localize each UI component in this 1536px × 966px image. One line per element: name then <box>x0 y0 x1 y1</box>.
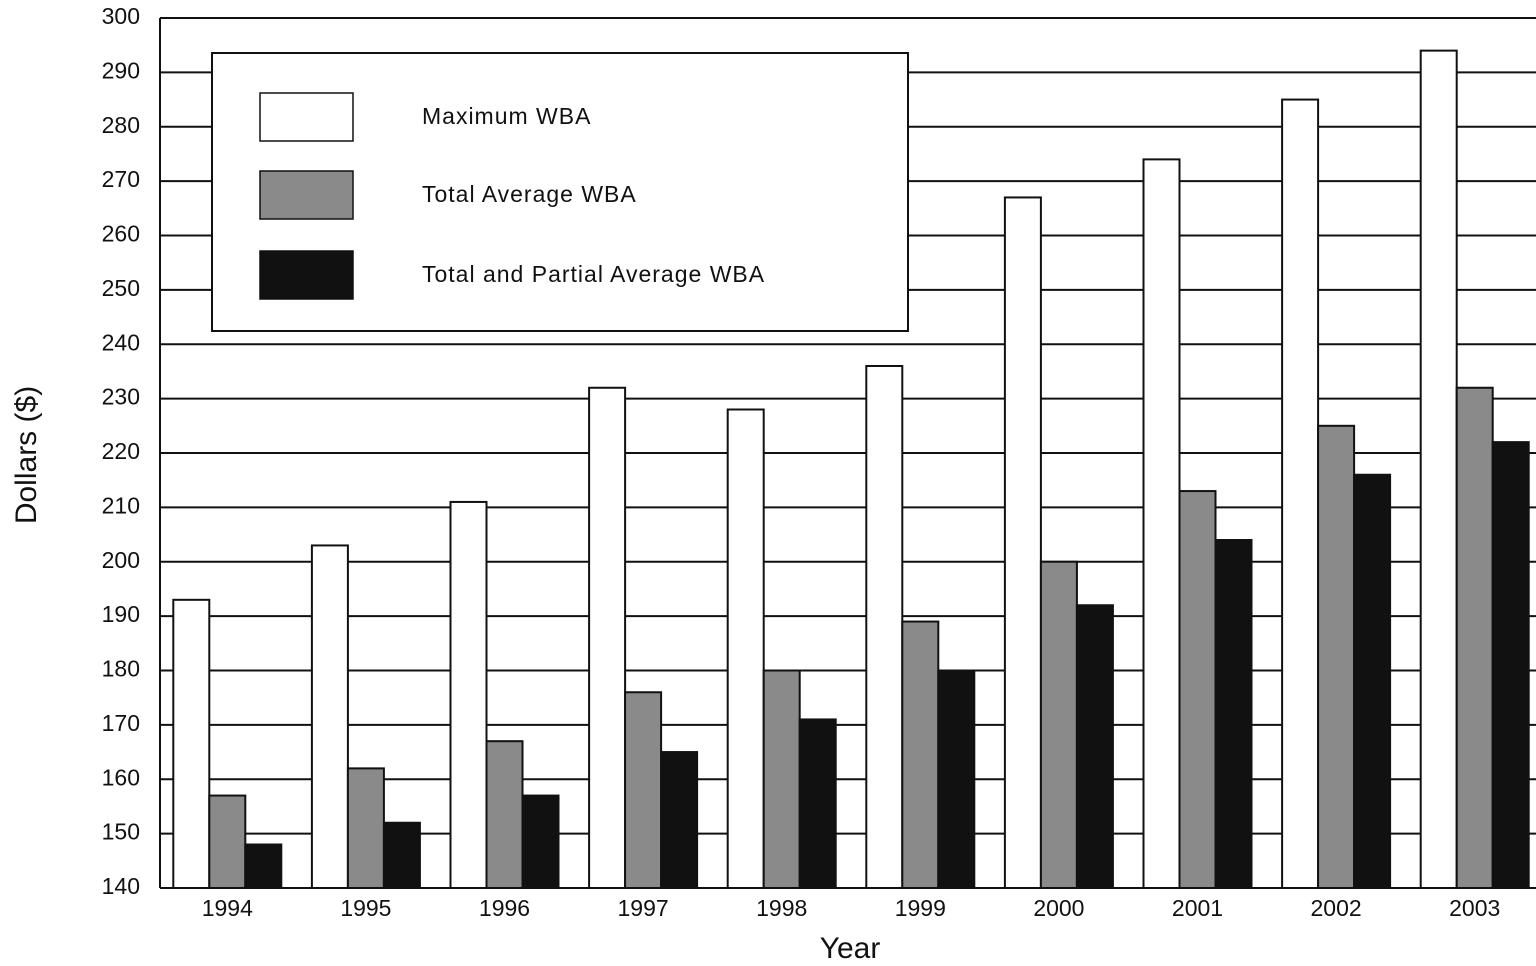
legend-swatch <box>259 92 354 142</box>
bar <box>1178 490 1217 889</box>
y-tick-label: 170 <box>102 710 140 736</box>
x-tick-label: 1994 <box>202 895 253 921</box>
x-tick-label: 1996 <box>479 895 530 921</box>
bar <box>1142 158 1181 889</box>
y-tick-label: 180 <box>102 656 140 682</box>
bar <box>660 751 699 889</box>
bar <box>310 544 349 889</box>
y-tick-label: 160 <box>102 764 140 790</box>
bar <box>1353 473 1392 889</box>
y-tick-label: 240 <box>102 329 140 355</box>
x-tick-label: 1997 <box>618 895 669 921</box>
bar <box>172 598 211 889</box>
bar <box>485 740 524 889</box>
bar <box>208 794 247 889</box>
y-axis-title: Dollars ($) <box>10 386 43 524</box>
bar <box>624 691 663 889</box>
bar <box>798 718 837 889</box>
bar <box>346 767 385 889</box>
bar <box>1039 560 1078 889</box>
x-tick-label: 2001 <box>1172 895 1223 921</box>
x-tick-label: 2000 <box>1033 895 1084 921</box>
legend-swatch <box>259 170 354 220</box>
bar <box>521 794 560 889</box>
y-tick-label: 290 <box>102 57 140 83</box>
bar <box>449 500 488 889</box>
x-tick-label: 2003 <box>1449 895 1500 921</box>
bar <box>1075 604 1114 889</box>
bar <box>901 620 940 889</box>
bar <box>244 843 283 889</box>
bar <box>865 365 904 889</box>
x-tick-label: 1995 <box>340 895 391 921</box>
x-tick-label: 2002 <box>1311 895 1362 921</box>
legend-swatch <box>259 250 354 300</box>
x-axis-title: Year <box>820 932 881 965</box>
y-tick-label: 210 <box>102 492 140 518</box>
y-tick-label: 150 <box>102 819 140 845</box>
bar <box>1003 196 1042 889</box>
y-tick-label: 190 <box>102 601 140 627</box>
bar <box>1455 386 1494 889</box>
y-tick-label: 260 <box>102 221 140 247</box>
y-tick-label: 280 <box>102 112 140 138</box>
y-tick-label: 250 <box>102 275 140 301</box>
x-tick-label: 1999 <box>895 895 946 921</box>
bar <box>1214 539 1253 889</box>
bar <box>382 821 421 889</box>
bar <box>588 386 627 889</box>
bar <box>937 669 976 889</box>
legend-label: Maximum WBA <box>422 103 591 129</box>
bar <box>1281 98 1320 889</box>
bar <box>726 408 765 889</box>
y-tick-label: 300 <box>102 3 140 29</box>
bar <box>1491 441 1530 889</box>
legend-label: Total Average WBA <box>422 181 637 207</box>
x-tick-label: 1998 <box>756 895 807 921</box>
legend-label: Total and Partial Average WBA <box>422 261 765 287</box>
bar <box>762 669 801 889</box>
bar <box>1419 49 1458 889</box>
y-tick-label: 220 <box>102 438 140 464</box>
y-tick-label: 140 <box>102 873 140 899</box>
y-tick-label: 230 <box>102 384 140 410</box>
y-tick-label: 270 <box>102 166 140 192</box>
y-tick-label: 200 <box>102 547 140 573</box>
bar <box>1317 424 1356 889</box>
